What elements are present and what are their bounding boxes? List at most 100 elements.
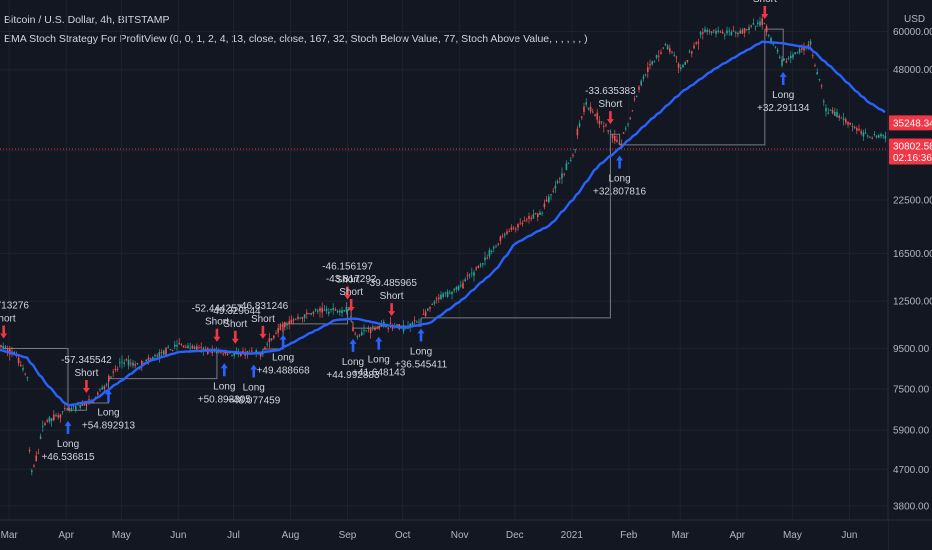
signal-label: Long	[57, 439, 79, 450]
candle-body	[57, 415, 59, 418]
candle-body	[754, 25, 757, 27]
candle-body	[838, 115, 840, 118]
candle-body	[42, 425, 44, 427]
price-tag-value: 35248.34	[893, 118, 932, 129]
candle-body	[715, 30, 717, 34]
candle-body	[875, 135, 878, 138]
candle-body	[361, 332, 363, 336]
candle-body	[510, 227, 513, 230]
position-segment	[764, 28, 784, 62]
candle-body	[477, 266, 480, 269]
candle-body	[497, 243, 499, 245]
candle-body	[427, 308, 429, 311]
candle-body	[512, 228, 515, 230]
x-tick-label: Jun	[170, 530, 186, 541]
candle-body	[823, 101, 825, 103]
candle-body	[226, 354, 229, 355]
candle-body	[422, 313, 425, 315]
candle-body	[167, 346, 169, 348]
candle-body	[836, 111, 838, 117]
long-arrow-icon	[220, 363, 228, 377]
candle-body	[671, 51, 673, 53]
candle-body	[534, 212, 537, 215]
candle-body	[563, 173, 565, 175]
candle-body	[831, 110, 834, 114]
candle-body	[332, 307, 334, 310]
candle-body	[471, 272, 473, 274]
short-signal: -32.591416Short	[753, 0, 777, 20]
candle-body	[871, 138, 873, 140]
candle-body	[132, 362, 134, 366]
candle-body	[554, 185, 557, 189]
candle-body	[341, 310, 343, 314]
candle-body	[174, 344, 176, 347]
price-tag-bg	[889, 138, 932, 165]
candle-body	[706, 30, 708, 32]
candle-body	[284, 321, 286, 328]
candle-body	[726, 30, 728, 34]
long-signal: Long +36.545411	[395, 328, 448, 371]
price-axis[interactable]	[888, 0, 932, 520]
candle-body	[28, 449, 31, 452]
candle-body	[873, 134, 876, 135]
signal-value: +46.536815	[41, 452, 95, 463]
candle-body	[790, 55, 792, 59]
candle-body	[664, 44, 667, 46]
price-bars	[0, 14, 887, 476]
candle-body	[750, 25, 752, 27]
candle-body	[728, 30, 730, 32]
candle-body	[61, 411, 64, 413]
candle-body	[673, 55, 675, 57]
long-signal: Long +41.648143	[352, 336, 406, 379]
candle-body	[541, 212, 543, 214]
indicator-title[interactable]: EMA Stoch Strategy For ProfitView (0, 0,…	[4, 33, 588, 45]
candle-body	[416, 321, 418, 323]
y-tick-label: 60000.00	[893, 27, 932, 38]
long-arrow-icon	[375, 336, 383, 350]
candle-body	[508, 231, 510, 233]
candle-body	[231, 355, 233, 356]
candle-body	[655, 55, 658, 58]
x-tick-label: Mar	[672, 530, 690, 541]
candle-body	[75, 406, 77, 410]
ema-line	[0, 40, 886, 407]
candle-body	[116, 368, 119, 370]
candle-body	[794, 52, 796, 54]
candle-body	[642, 76, 645, 79]
candle-body	[490, 251, 493, 253]
candle-body	[719, 31, 722, 33]
signal-label: Long	[410, 347, 432, 358]
signal-label: Short	[0, 314, 16, 325]
signal-value: -35.713276	[0, 301, 29, 312]
candle-body	[220, 351, 222, 353]
candle-body	[721, 31, 724, 34]
long-signal: Long +50.893305	[198, 363, 251, 405]
candle-body	[743, 28, 746, 33]
candle-body	[273, 335, 275, 339]
long-arrow-icon	[349, 338, 357, 352]
signal-value: -46.831246	[238, 301, 289, 312]
position-lines	[3, 28, 784, 411]
candle-body	[33, 465, 35, 467]
candle-body	[598, 120, 601, 125]
signal-label: Long	[243, 382, 265, 393]
candle-body	[182, 345, 185, 348]
x-tick-label: May	[112, 530, 131, 541]
candle-body	[493, 247, 495, 249]
candle-body	[818, 79, 821, 80]
candle-body	[488, 250, 491, 257]
candle-body	[321, 307, 323, 313]
candle-body	[123, 362, 125, 364]
candle-body	[660, 52, 662, 54]
candle-body	[72, 405, 75, 407]
signal-value: +36.545411	[395, 360, 448, 371]
candle-body	[130, 363, 132, 365]
candle-body	[464, 279, 466, 282]
position-segment	[68, 402, 87, 411]
candle-body	[125, 359, 128, 361]
candle-body	[774, 46, 777, 48]
time-axis[interactable]	[0, 520, 888, 550]
candle-body	[869, 136, 871, 138]
candle-body	[191, 345, 194, 349]
